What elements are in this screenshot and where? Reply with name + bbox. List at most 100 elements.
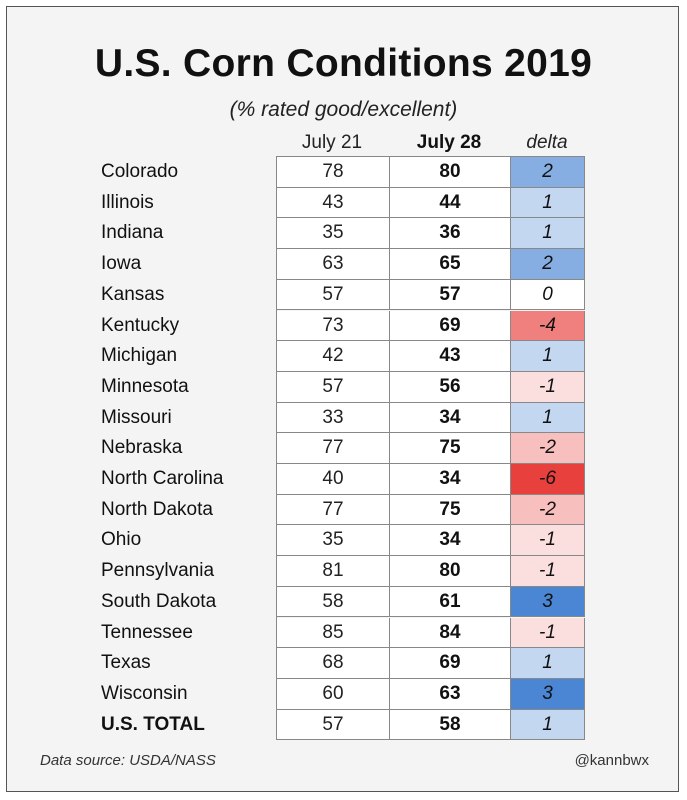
state-label: Iowa [101,253,142,275]
cell-july28: 36 [390,218,511,250]
cell-delta: 1 [511,218,585,250]
table-row: Nebraska 77 75 -2 [101,433,585,464]
cell-july21: 43 [277,187,390,219]
cell-july21: 58 [277,586,390,618]
chart-subtitle: (% rated good/excellent) [229,98,458,121]
cell-delta: 3 [511,678,585,710]
table-row: Michigan 42 43 1 [101,341,585,372]
cell-delta: -2 [511,494,585,526]
cell-delta: 1 [511,648,585,679]
cell-july21: 77 [277,494,390,526]
table-row: Minnesota 57 56 -1 [101,371,585,403]
cell-july21: 78 [277,157,390,188]
table-row: Wisconsin 60 63 3 [101,678,585,710]
cell-july21: 85 [277,617,390,649]
table-row: Colorado 78 80 2 [101,157,585,188]
table-row: South Dakota 58 61 3 [101,586,585,618]
cell-july28: 56 [390,371,511,403]
state-label: Illinois [101,191,154,213]
cell-july28: 65 [390,249,511,280]
cell-july21: 63 [277,249,390,280]
cell-delta: 2 [511,157,585,188]
cell-july28: 34 [390,464,511,495]
cell-july28: 84 [390,617,511,649]
cell-july28: 69 [390,648,511,679]
cell-july28: 61 [390,586,511,618]
cell-delta: 0 [511,279,585,311]
cell-delta: 2 [511,249,585,280]
cell-july21: 42 [277,341,390,372]
cell-delta: -1 [511,371,585,403]
cell-july28: 69 [390,310,511,342]
state-label: Michigan [101,345,178,367]
cell-july28: 34 [390,402,511,434]
cell-july28: 57 [390,279,511,311]
cell-july21: 68 [277,648,390,679]
cell-delta: -4 [511,310,585,342]
column-header-july21: July 21 [301,132,363,153]
cell-july21: 57 [277,279,390,311]
cell-july28: 75 [390,433,511,464]
state-label: Nebraska [101,437,183,459]
state-label: Colorado [101,161,179,182]
cell-delta: 1 [511,402,585,434]
cell-delta: -1 [511,617,585,649]
cell-july28: 43 [390,341,511,372]
cell-july28: 63 [390,678,511,710]
cell-july21: 40 [277,464,390,495]
cell-july21: 81 [277,556,390,587]
cell-july21: 73 [277,310,390,342]
table-row: Kansas 57 57 0 [101,279,585,311]
state-label: Kansas [101,283,165,305]
state-label: North Carolina [101,468,224,489]
cell-july28: 34 [390,525,511,557]
cell-july28: 44 [390,187,511,219]
state-label: Ohio [101,529,142,551]
table-row: Iowa 63 65 2 [101,249,585,280]
state-label: Texas [101,652,151,674]
table-row: Illinois 43 44 1 [101,187,585,219]
conditions-table: Colorado 78 80 2 Illinois 43 44 1 Indiana 35 36 1 Io… [101,156,585,741]
cell-july21: 60 [277,678,390,710]
column-header-july28: July 28 [416,132,482,153]
cell-delta: -1 [511,556,585,587]
table-row: Ohio 35 34 -1 [101,525,585,557]
state-label: Tennessee [101,621,193,643]
cell-delta: -2 [511,433,585,464]
table-row: North Carolina 40 34 -6 [101,464,585,495]
author-handle: @kannbwx [574,752,649,769]
cell-july28: 58 [390,709,511,741]
state-label: Kentucky [101,314,180,336]
cell-delta: 1 [511,709,585,741]
state-label: Wisconsin [101,682,188,704]
state-label: Minnesota [101,375,189,397]
table-row: Texas 68 69 1 [101,648,585,679]
cell-july21: 35 [277,525,390,557]
table-row: Indiana 35 36 1 [101,218,585,250]
cell-july21: 77 [277,433,390,464]
state-label: South Dakota [101,590,217,612]
cell-july28: 75 [390,494,511,526]
cell-delta: 1 [511,187,585,219]
state-label: Missouri [101,406,172,428]
cell-july21: 57 [277,371,390,403]
table-row: Tennessee 85 84 -1 [101,617,585,649]
state-label: Pennsylvania [101,560,215,582]
chart-title: U.S. Corn Conditions 2019 [94,42,593,85]
cell-delta: -6 [511,464,585,495]
table-row: Kentucky 73 69 -4 [101,310,585,342]
data-source-note: Data source: USDA/NASS [40,752,216,769]
cell-july28: 80 [390,556,511,587]
state-label: U.S. TOTAL [101,713,205,735]
cell-july21: 35 [277,218,390,250]
cell-delta: 1 [511,341,585,372]
table-row: Pennsylvania 81 80 -1 [101,556,585,587]
cell-delta: 3 [511,586,585,618]
cell-july28: 80 [390,157,511,188]
table-row: North Dakota 77 75 -2 [101,494,585,526]
state-label: Indiana [101,222,164,244]
cell-delta: -1 [511,525,585,557]
cell-july21: 33 [277,402,390,434]
column-header-delta: delta [526,132,568,153]
state-label: North Dakota [101,498,213,520]
